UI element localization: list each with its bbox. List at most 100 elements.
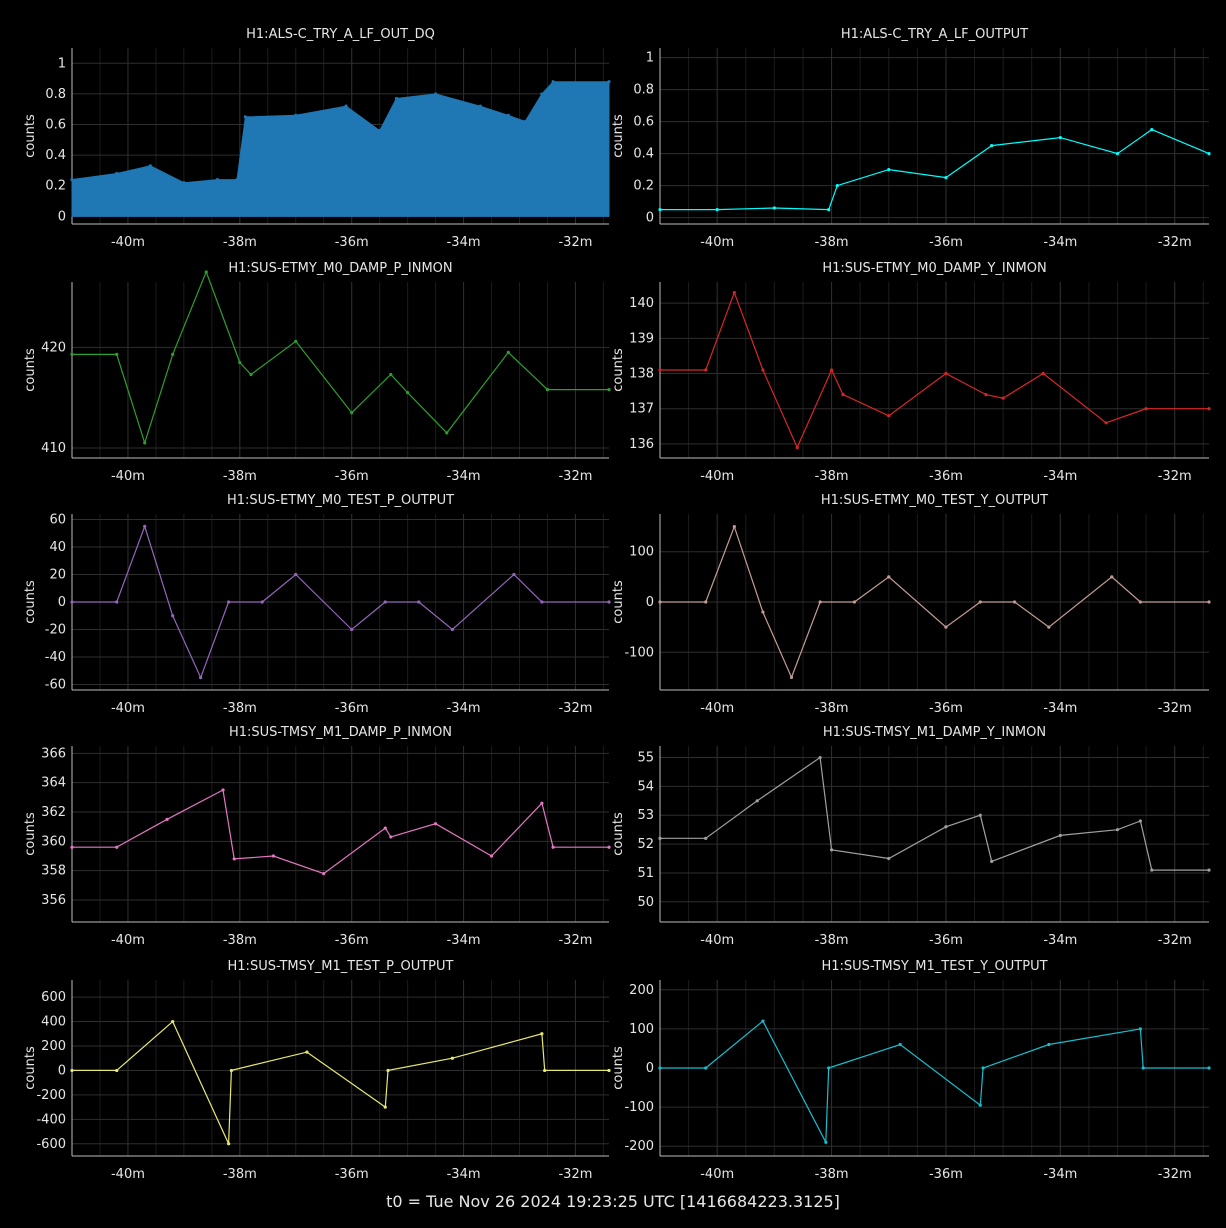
data-point	[406, 391, 410, 395]
panel-1: -40m -38m -36m -34m -32m 0 0.2 0.4 0.6 0.8 1 H1:ALS…	[23, 27, 611, 250]
data-point	[1138, 819, 1142, 823]
data-point	[383, 826, 387, 830]
y-tick-label: 0	[646, 211, 654, 226]
data-point	[512, 572, 516, 577]
panel-3: -40m -38m -36m -34m -32m 410 420 H1:SUS-ETMY_M0…	[23, 261, 611, 484]
panel-title: H1:ALS-C_TRY_A_LF_OUT_DQ	[246, 27, 435, 42]
panel-4: -40m -38m -36m -34m -32m 136 137 138 139 140 H1:SU…	[611, 261, 1211, 484]
x-tick-label: -34m	[1043, 469, 1077, 484]
y-tick-label: 1	[58, 56, 66, 71]
series-line	[72, 789, 609, 875]
data-point	[1001, 396, 1005, 400]
x-tick-label: -32m	[1158, 235, 1192, 250]
data-point	[344, 104, 348, 108]
x-tick-label: -40m	[700, 469, 734, 484]
y-tick-label: -40	[45, 650, 66, 665]
x-tick-label: -40m	[111, 235, 145, 250]
data-point	[835, 184, 839, 188]
data-point	[378, 129, 382, 133]
x-tick-label: -34m	[1043, 1167, 1077, 1182]
data-point	[755, 799, 759, 803]
data-point	[540, 92, 544, 96]
data-point	[215, 178, 220, 182]
y-tick-label: -100	[624, 645, 654, 660]
y-tick-label: 20	[49, 568, 66, 583]
data-point	[1104, 421, 1108, 425]
data-point	[294, 113, 298, 117]
y-axis-label: counts	[611, 348, 626, 392]
series-area	[71, 81, 610, 217]
data-point	[386, 1068, 390, 1073]
data-point	[238, 360, 242, 365]
x-tick-label: -36m	[335, 1167, 369, 1182]
data-point	[978, 600, 982, 604]
panel-title: H1:SUS-ETMY_M0_TEST_Y_OUTPUT	[821, 493, 1048, 508]
data-point	[271, 854, 275, 858]
y-axis-label: counts	[23, 348, 38, 392]
data-point	[1207, 407, 1211, 411]
data-point	[1115, 828, 1120, 832]
y-tick-label: 0	[58, 209, 66, 224]
x-tick-label: -36m	[929, 235, 963, 250]
data-point	[852, 600, 857, 604]
y-tick-label: 600	[41, 990, 66, 1005]
data-point	[990, 859, 994, 864]
y-tick-label: 0.4	[45, 148, 66, 163]
data-point	[1115, 152, 1120, 156]
data-point	[229, 1068, 234, 1073]
y-axis-label: counts	[611, 812, 626, 856]
panel-8: -40m -38m -36m -34m -32m 50 51 52 53 54 55 H1:SUS-T…	[611, 725, 1211, 948]
data-point	[704, 1066, 708, 1070]
data-point	[824, 1140, 828, 1144]
panel-title: H1:SUS-TMSY_M1_TEST_Y_OUTPUT	[821, 959, 1047, 974]
y-tick-label: 200	[41, 1039, 66, 1054]
y-tick-label: 54	[637, 779, 654, 794]
x-tick-label: -32m	[1158, 701, 1192, 716]
y-tick-label: 60	[49, 513, 66, 528]
data-point	[182, 181, 186, 185]
data-point	[540, 801, 544, 805]
data-point	[944, 371, 948, 376]
data-point	[115, 171, 119, 176]
data-point	[795, 445, 799, 450]
data-point	[1144, 407, 1148, 411]
data-point	[944, 625, 948, 629]
x-tick-label: -40m	[111, 933, 145, 948]
data-point	[1110, 575, 1114, 579]
data-point	[1207, 868, 1211, 872]
data-point	[551, 80, 555, 84]
data-point	[887, 414, 891, 418]
data-point	[607, 80, 611, 84]
data-point	[607, 600, 611, 604]
data-point	[1141, 1066, 1145, 1070]
data-point	[450, 627, 454, 632]
data-point	[221, 788, 225, 792]
panel-5: -40m -38m -36m -34m -32m -60 -40 -20 0 20 40 60 H1:S…	[23, 493, 611, 716]
data-point	[322, 872, 326, 876]
x-tick-label: -36m	[335, 235, 369, 250]
y-axis-label: counts	[611, 1046, 626, 1090]
data-point	[506, 113, 510, 117]
panel-6: -40m -38m -36m -34m -32m -100 0 100 H1:SUS-ETMY_…	[611, 493, 1211, 716]
x-tick-label: -36m	[929, 701, 963, 716]
panel-9: -40m -38m -36m -34m -32m -600 -400 -200 0 200 400 6…	[23, 959, 611, 1182]
y-tick-label: -400	[36, 1112, 66, 1127]
data-point	[761, 610, 765, 614]
data-point	[394, 96, 399, 101]
data-point	[433, 822, 438, 826]
data-point	[944, 176, 948, 180]
x-tick-label: -32m	[558, 1167, 592, 1182]
data-point	[70, 600, 74, 604]
x-tick-label: -38m	[815, 701, 849, 716]
series-line	[660, 1020, 1209, 1145]
x-tick-label: -38m	[223, 933, 257, 948]
data-point	[204, 270, 208, 274]
y-tick-label: 0.8	[45, 87, 66, 102]
x-tick-label: -38m	[815, 1167, 849, 1182]
data-point	[115, 600, 119, 604]
data-point	[1047, 625, 1051, 629]
x-tick-label: -32m	[1158, 469, 1192, 484]
data-point	[1138, 1027, 1142, 1031]
y-tick-label: 358	[41, 864, 66, 879]
x-tick-label: -32m	[558, 469, 592, 484]
